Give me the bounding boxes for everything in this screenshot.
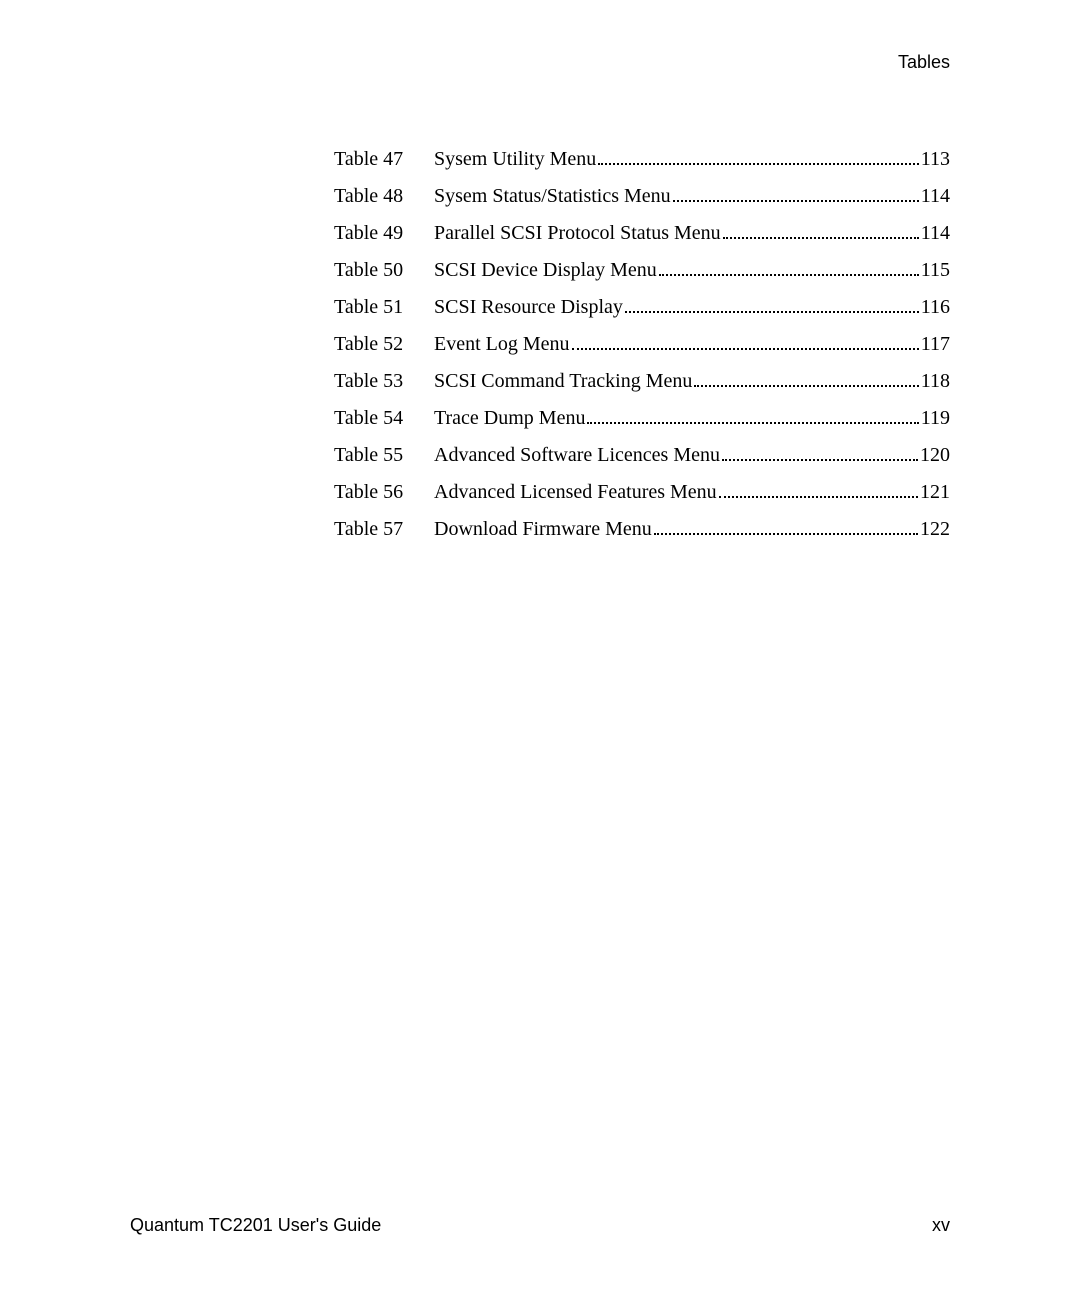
- toc-page: 116: [921, 295, 950, 319]
- toc-row[interactable]: Table 51 SCSI Resource Display 116: [334, 295, 950, 319]
- toc-dot-leader: [723, 221, 919, 239]
- toc-title: Sysem Utility Menu: [434, 147, 596, 171]
- toc-row[interactable]: Table 54 Trace Dump Menu 119: [334, 406, 950, 430]
- toc-label: Table 54: [334, 406, 434, 430]
- toc-row[interactable]: Table 48 Sysem Status/Statistics Menu 11…: [334, 184, 950, 208]
- toc-label: Table 57: [334, 517, 434, 541]
- toc-label: Table 51: [334, 295, 434, 319]
- toc-dot-leader: [722, 443, 918, 461]
- toc-dot-leader: [598, 147, 919, 165]
- toc-dot-leader: [673, 184, 919, 202]
- toc-row[interactable]: Table 49 Parallel SCSI Protocol Status M…: [334, 221, 950, 245]
- toc-row[interactable]: Table 53 SCSI Command Tracking Menu 118: [334, 369, 950, 393]
- table-of-contents: Table 47 Sysem Utility Menu 113 Table 48…: [130, 147, 950, 554]
- toc-row[interactable]: Table 47 Sysem Utility Menu 113: [334, 147, 950, 171]
- toc-dot-leader: [654, 517, 918, 535]
- toc-label: Table 50: [334, 258, 434, 282]
- toc-page: 115: [921, 258, 950, 282]
- toc-title: SCSI Command Tracking Menu: [434, 369, 692, 393]
- toc-page: 113: [921, 147, 950, 171]
- footer-doc-title: Quantum TC2201 User's Guide: [130, 1215, 381, 1236]
- toc-row[interactable]: Table 55 Advanced Software Licences Menu…: [334, 443, 950, 467]
- toc-dot-leader: [572, 332, 919, 350]
- toc-page: 119: [921, 406, 950, 430]
- toc-row[interactable]: Table 57 Download Firmware Menu 122: [334, 517, 950, 541]
- toc-title: SCSI Resource Display: [434, 295, 623, 319]
- toc-row[interactable]: Table 52 Event Log Menu 117: [334, 332, 950, 356]
- toc-label: Table 56: [334, 480, 434, 504]
- toc-label: Table 55: [334, 443, 434, 467]
- toc-page: 114: [921, 221, 950, 245]
- toc-label: Table 47: [334, 147, 434, 171]
- toc-title: Trace Dump Menu: [434, 406, 585, 430]
- page-container: Tables Table 47 Sysem Utility Menu 113 T…: [0, 0, 1080, 1296]
- page-footer: Quantum TC2201 User's Guide xv: [130, 1215, 950, 1236]
- toc-title: Parallel SCSI Protocol Status Menu: [434, 221, 721, 245]
- toc-title: Advanced Software Licences Menu: [434, 443, 720, 467]
- toc-row[interactable]: Table 56 Advanced Licensed Features Menu…: [334, 480, 950, 504]
- toc-page: 122: [920, 517, 950, 541]
- toc-label: Table 52: [334, 332, 434, 356]
- toc-dot-leader: [625, 295, 919, 313]
- toc-row[interactable]: Table 50 SCSI Device Display Menu 115: [334, 258, 950, 282]
- toc-page: 117: [921, 332, 950, 356]
- toc-title: Event Log Menu: [434, 332, 570, 356]
- header-section-title: Tables: [130, 52, 950, 73]
- toc-page: 120: [920, 443, 950, 467]
- toc-label: Table 49: [334, 221, 434, 245]
- toc-title: Download Firmware Menu: [434, 517, 652, 541]
- toc-dot-leader: [587, 406, 918, 424]
- toc-page: 118: [921, 369, 950, 393]
- footer-page-number: xv: [932, 1215, 950, 1236]
- toc-page: 121: [920, 480, 950, 504]
- toc-page: 114: [921, 184, 950, 208]
- toc-title: Advanced Licensed Features Menu: [434, 480, 717, 504]
- toc-label: Table 53: [334, 369, 434, 393]
- toc-title: Sysem Status/Statistics Menu: [434, 184, 671, 208]
- toc-dot-leader: [719, 480, 918, 498]
- toc-dot-leader: [694, 369, 918, 387]
- toc-dot-leader: [659, 258, 919, 276]
- toc-title: SCSI Device Display Menu: [434, 258, 657, 282]
- toc-label: Table 48: [334, 184, 434, 208]
